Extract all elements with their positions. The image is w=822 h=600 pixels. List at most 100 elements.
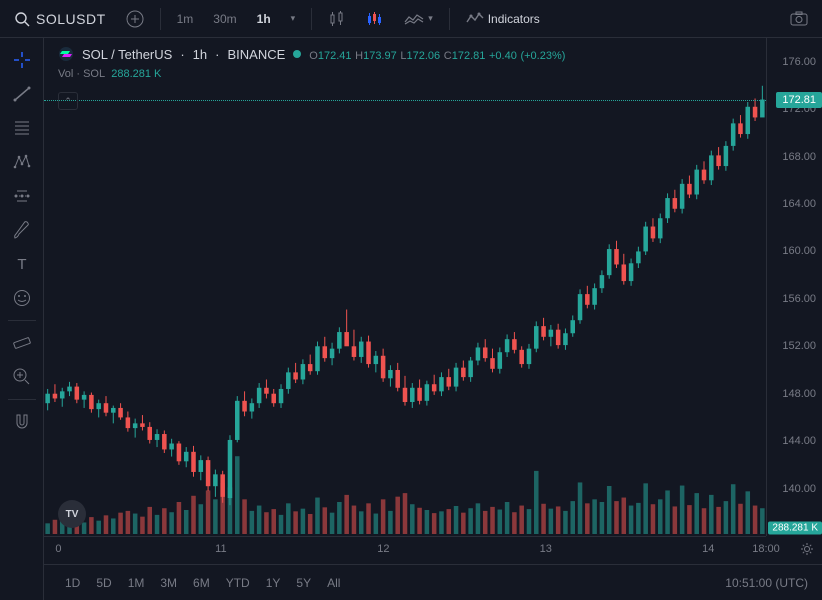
gear-icon xyxy=(800,542,814,556)
market-status-icon xyxy=(293,50,301,58)
top-toolbar: SOLUSDT 1m 30m 1h ▾ ▾ Indicators xyxy=(0,0,822,38)
compare-button[interactable]: ▾ xyxy=(396,8,441,30)
xabcd-icon xyxy=(12,152,32,172)
pattern-tool[interactable] xyxy=(4,146,40,178)
range-6m[interactable]: 6M xyxy=(186,572,217,594)
chevron-down-icon: ▾ xyxy=(428,13,433,24)
emoji-tool[interactable] xyxy=(4,282,40,314)
chart-plot[interactable] xyxy=(44,38,766,536)
candlestick-chart xyxy=(44,38,766,536)
clock-label: 10:51:00 (UTC) xyxy=(725,576,808,590)
crosshair-icon xyxy=(12,50,32,70)
collapse-legend-button[interactable]: ⌃ xyxy=(58,92,78,110)
y-tick: 152.00 xyxy=(782,340,816,352)
fib-icon xyxy=(12,118,32,138)
zoom-icon xyxy=(12,367,32,387)
range-1d[interactable]: 1D xyxy=(58,572,87,594)
trendline-tool[interactable] xyxy=(4,78,40,110)
add-symbol-button[interactable] xyxy=(118,6,152,32)
range-ytd[interactable]: YTD xyxy=(219,572,257,594)
chart-area: SOL / TetherUS · 1h · BINANCE O172.41 H1… xyxy=(44,38,822,600)
symbol-text: SOLUSDT xyxy=(36,11,106,27)
volume-tag: 288.281 K xyxy=(768,522,822,535)
divider xyxy=(160,8,161,30)
range-all[interactable]: All xyxy=(320,572,347,594)
ruler-icon xyxy=(12,333,32,353)
text-icon: T xyxy=(12,254,32,274)
time-axis[interactable]: 01112131418:00 xyxy=(44,536,766,564)
zoom-tool[interactable] xyxy=(4,361,40,393)
range-5y[interactable]: 5Y xyxy=(289,572,318,594)
last-price-tag: 172.81 xyxy=(776,92,822,108)
interval-label: 1h xyxy=(193,47,207,62)
y-tick: 176.00 xyxy=(782,56,816,68)
dot: · xyxy=(180,47,184,62)
y-tick: 160.00 xyxy=(782,245,816,257)
ohlc-values: O172.41 H173.97 L172.06 C172.81 +0.40 (+… xyxy=(309,47,565,62)
y-tick: 156.00 xyxy=(782,293,816,305)
indicators-icon xyxy=(466,12,484,26)
dot: · xyxy=(215,47,219,62)
divider xyxy=(449,8,450,30)
bar-type-button[interactable] xyxy=(320,7,354,31)
price-axis[interactable]: 140.00 144.00 148.00 152.00 156.00 160.00 164.… xyxy=(766,38,822,536)
x-tick: 12 xyxy=(377,543,389,555)
candles-colored-icon xyxy=(366,11,384,27)
cursor-tool[interactable] xyxy=(4,44,40,76)
axis-settings-button[interactable] xyxy=(800,542,814,561)
range-1y[interactable]: 1Y xyxy=(259,572,288,594)
fib-tool[interactable] xyxy=(4,112,40,144)
range-5d[interactable]: 5D xyxy=(89,572,118,594)
text-tool[interactable]: T xyxy=(4,248,40,280)
last-price-line xyxy=(44,100,766,101)
x-tick: 13 xyxy=(540,543,552,555)
camera-icon xyxy=(790,11,808,26)
forecast-tool[interactable] xyxy=(4,180,40,212)
brush-tool[interactable] xyxy=(4,214,40,246)
divider xyxy=(311,8,312,30)
candle-style-button[interactable] xyxy=(358,7,392,31)
interval-30m[interactable]: 30m xyxy=(205,8,244,30)
indicators-button[interactable]: Indicators xyxy=(458,8,548,30)
range-3m[interactable]: 3M xyxy=(153,572,184,594)
svg-text:T: T xyxy=(17,256,26,273)
y-tick: 144.00 xyxy=(782,435,816,447)
magnet-icon xyxy=(12,412,32,432)
interval-1m[interactable]: 1m xyxy=(169,8,202,30)
range-selector: 1D5D1M3M6MYTD1Y5YAll 10:51:00 (UTC) xyxy=(44,564,822,600)
chevron-down-icon: ▾ xyxy=(291,13,296,24)
tradingview-logo[interactable]: TV xyxy=(58,500,86,528)
chart-legend[interactable]: SOL / TetherUS · 1h · BINANCE O172.41 H1… xyxy=(58,46,565,62)
interval-1h[interactable]: 1h xyxy=(249,8,279,30)
plus-circle-icon xyxy=(126,10,144,28)
x-tick: 14 xyxy=(702,543,714,555)
brush-icon xyxy=(12,220,32,240)
snapshot-button[interactable] xyxy=(782,7,816,30)
drawing-toolbar: T xyxy=(0,38,44,600)
x-tick: 11 xyxy=(215,543,226,555)
exchange-label: BINANCE xyxy=(227,47,285,62)
x-tick: 18:00 xyxy=(752,543,780,555)
y-tick: 168.00 xyxy=(782,151,816,163)
candle-icon xyxy=(328,11,346,27)
ruler-tool[interactable] xyxy=(4,327,40,359)
smile-icon xyxy=(12,288,32,308)
divider xyxy=(8,399,36,400)
indicators-label: Indicators xyxy=(488,12,540,26)
y-tick: 140.00 xyxy=(782,483,816,495)
compare-icon xyxy=(404,12,424,26)
search-icon xyxy=(14,11,30,27)
sol-logo-icon xyxy=(58,46,74,62)
divider xyxy=(8,320,36,321)
magnet-tool[interactable] xyxy=(4,406,40,438)
projection-icon xyxy=(12,186,32,206)
x-tick: 0 xyxy=(55,543,61,555)
line-icon xyxy=(12,84,32,104)
pair-label: SOL / TetherUS xyxy=(82,47,172,62)
symbol-search[interactable]: SOLUSDT xyxy=(6,7,114,31)
volume-legend[interactable]: Vol · SOL 288.281 K xyxy=(58,68,161,80)
y-tick: 164.00 xyxy=(782,198,816,210)
y-tick: 148.00 xyxy=(782,388,816,400)
range-1m[interactable]: 1M xyxy=(121,572,152,594)
interval-more[interactable]: ▾ xyxy=(283,9,304,28)
